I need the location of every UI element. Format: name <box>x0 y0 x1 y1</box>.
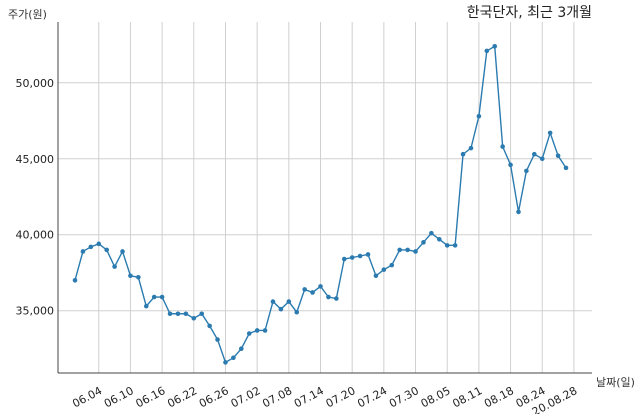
data-point <box>341 256 347 262</box>
series <box>72 44 569 365</box>
data-point <box>239 346 244 351</box>
data-point <box>246 331 252 336</box>
x-tick-labels: 06.0406.1006.1606.2206.2607.0207.0807.14… <box>70 384 579 414</box>
data-point <box>223 360 228 365</box>
data-point <box>365 252 371 257</box>
data-point <box>215 337 220 342</box>
data-point <box>476 113 482 119</box>
data-point <box>286 299 292 304</box>
data-point <box>143 303 149 309</box>
data-point <box>207 323 212 329</box>
data-point <box>151 294 157 300</box>
data-point <box>484 48 490 54</box>
data-point <box>357 253 363 259</box>
data-point <box>381 267 387 272</box>
data-point <box>294 309 300 315</box>
data-point <box>500 144 505 149</box>
data-point <box>262 328 268 333</box>
data-point <box>444 243 450 248</box>
data-point <box>397 247 402 253</box>
data-point <box>310 290 315 295</box>
data-point <box>389 262 395 268</box>
x-tick-label: 06.16 <box>134 384 168 410</box>
x-tick-label: 06.04 <box>70 384 104 410</box>
data-point <box>231 355 236 361</box>
data-point <box>334 296 339 301</box>
data-point <box>539 156 545 162</box>
data-point <box>524 168 529 174</box>
data-point <box>80 249 86 254</box>
y-tick-label: 50,000 <box>16 77 55 90</box>
data-point <box>270 299 276 304</box>
x-tick-label: 06.26 <box>197 384 231 410</box>
data-point <box>191 315 197 321</box>
data-point <box>112 264 117 269</box>
data-point <box>96 241 102 247</box>
x-tick-label: 08.05 <box>419 384 453 410</box>
x-tick-label: 07.30 <box>387 384 421 410</box>
x-tick-label: 07.02 <box>229 384 263 410</box>
x-tick-label: 08.18 <box>482 384 516 410</box>
data-point <box>72 278 78 283</box>
x-tick-label: 07.14 <box>292 384 326 410</box>
data-point <box>104 247 109 253</box>
data-point <box>532 151 537 157</box>
data-point <box>516 209 521 215</box>
y-tick-label: 40,000 <box>16 229 55 242</box>
data-point <box>199 311 205 317</box>
y-tick-label: 35,000 <box>16 305 55 318</box>
data-point <box>563 165 569 171</box>
data-point <box>349 255 355 260</box>
data-point <box>159 294 165 300</box>
data-point <box>429 230 434 236</box>
data-point <box>460 151 466 157</box>
data-point <box>175 311 181 317</box>
x-tick-label: 06.22 <box>165 384 199 410</box>
data-point <box>318 284 323 289</box>
x-tick-label: 06.10 <box>102 384 136 410</box>
data-point <box>492 44 498 49</box>
x-axis-title: 날짜(일) <box>596 375 635 389</box>
grid <box>58 22 592 373</box>
data-point <box>128 273 133 279</box>
x-tick-label: 07.24 <box>355 384 389 410</box>
data-point <box>468 145 474 151</box>
data-point <box>508 162 513 168</box>
data-point <box>452 243 458 248</box>
data-point <box>167 311 173 317</box>
data-point <box>405 247 410 253</box>
chart-title: 한국단자, 최근 3개월 <box>467 5 592 21</box>
x-tick-label: 07.20 <box>324 384 358 410</box>
x-tick-label: 07.08 <box>260 384 294 410</box>
data-point <box>413 249 418 254</box>
data-point <box>254 328 260 333</box>
data-point <box>183 311 189 317</box>
data-point <box>136 274 141 280</box>
data-point <box>278 306 284 312</box>
axes <box>57 22 592 374</box>
data-point <box>547 130 553 136</box>
data-point <box>88 244 94 250</box>
data-point <box>120 249 125 254</box>
data-point <box>373 273 379 279</box>
data-point <box>326 294 331 300</box>
y-tick-labels: 35,000 40,000 45,000 50,000 <box>16 77 55 318</box>
y-axis-title: 주가(원) <box>8 8 47 21</box>
data-point <box>302 287 307 292</box>
data-point <box>436 236 442 242</box>
data-point <box>555 153 561 159</box>
data-point <box>421 240 426 245</box>
x-tick-label: 08.11 <box>450 384 484 410</box>
y-tick-label: 45,000 <box>16 153 55 166</box>
